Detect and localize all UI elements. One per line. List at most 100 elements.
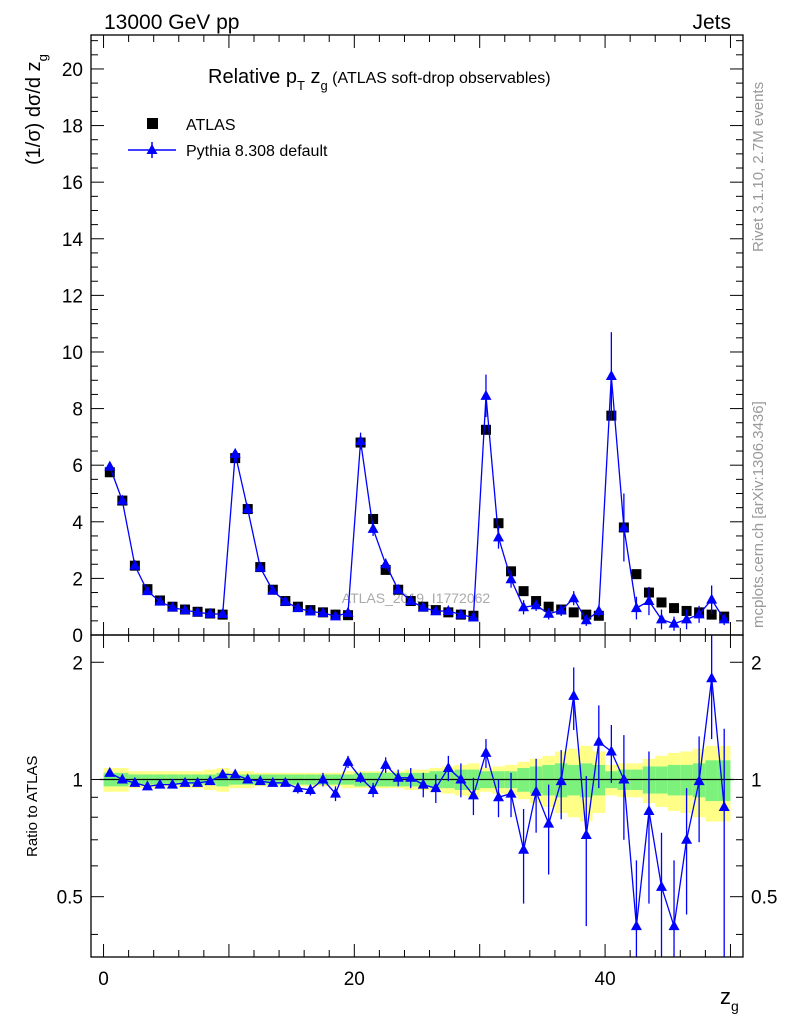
title-main: Relative p [208, 66, 297, 88]
ratio-point [656, 880, 667, 891]
atlas-point [104, 467, 115, 478]
y-tick-label: 12 [62, 286, 83, 307]
legend-label-atlas: ATLAS [186, 117, 236, 134]
analysis-label: ATLAS_2019_I1772062 [342, 590, 491, 606]
y-axis-label-sub: g [35, 54, 50, 61]
ratio-point [179, 776, 191, 787]
pythia-point [367, 522, 379, 533]
pythia-point [630, 602, 642, 613]
legend: ATLAS Pythia 8.308 default [128, 117, 328, 160]
ratio-point [317, 773, 329, 784]
atlas-point [543, 601, 554, 612]
plot-title: Relative pT zg (ATLAS soft-drop observab… [208, 66, 551, 93]
x-tick-label: 0 [98, 969, 109, 990]
title-sub1: T [297, 78, 305, 93]
pythia-point [656, 613, 667, 624]
ratio-point [505, 787, 517, 798]
pythia-point [618, 521, 630, 532]
pythia-series-line [109, 375, 725, 625]
ratio-point [430, 782, 442, 793]
pythia-point [643, 595, 655, 606]
ratio-point [242, 773, 254, 784]
y-tick-label: 18 [62, 117, 83, 138]
pythia-point [668, 617, 680, 628]
ratio-point [367, 783, 379, 794]
pythia-point [518, 601, 530, 612]
ratio-band-inner [667, 764, 681, 796]
ratio-point [392, 771, 404, 782]
ratio-point [342, 755, 354, 766]
pythia-point [706, 593, 718, 604]
pythia-point [242, 503, 254, 514]
ratio-y-tick-label-right: 1 [751, 770, 762, 791]
pythia-point [204, 607, 216, 618]
ratio-point [104, 766, 116, 777]
pythia-point [505, 573, 517, 584]
ratio-point [417, 778, 429, 789]
ratio-point [467, 789, 479, 800]
ratio-point [167, 778, 178, 789]
pythia-point [580, 614, 592, 625]
pythia-point [442, 604, 454, 615]
ratio-band-inner [542, 764, 555, 796]
title-sub2: g [320, 78, 327, 93]
ratio-point [643, 804, 655, 815]
ratio-point [630, 920, 642, 931]
pythia-point [355, 435, 367, 446]
ratio-point [141, 780, 153, 791]
ratio-point [668, 920, 680, 931]
ratio-point [605, 745, 617, 756]
header-left-label: 13000 GeV pp [104, 11, 239, 34]
ratio-point [455, 773, 467, 784]
y-tick-label: 16 [62, 173, 83, 194]
ratio-point [693, 775, 705, 786]
y-tick-label: 2 [72, 569, 83, 590]
ratio-point [116, 773, 128, 784]
ratio-point [543, 817, 555, 828]
ratio-point [593, 735, 605, 746]
pythia-point [593, 604, 605, 615]
ratio-y-axis-label: Ratio to ATLAS [24, 756, 41, 857]
ratio-point [304, 783, 316, 794]
pythia-point [104, 460, 116, 471]
pythia-point [129, 559, 141, 570]
pythia-point [480, 389, 492, 400]
pythia-point [267, 584, 279, 595]
y-tick-label: 20 [62, 60, 83, 81]
pythia-point [693, 608, 705, 619]
ratio-point [292, 782, 304, 793]
pythia-point [330, 610, 341, 621]
ratio-y-tick-label-left: 0.5 [57, 888, 83, 909]
atlas-point [568, 607, 579, 618]
pythia-point [681, 613, 693, 624]
ratio-point [718, 800, 730, 811]
ratio-y-tick-label-left: 2 [72, 653, 83, 674]
y-axis-label-main: (1/σ) dσ/d z [23, 61, 45, 165]
ratio-y-tick-label-left: 1 [72, 770, 83, 791]
ratio-point [493, 791, 504, 802]
ratio-point [355, 771, 367, 782]
y-tick-label: 4 [72, 513, 83, 534]
ratio-point [229, 768, 241, 779]
pythia-point [568, 592, 580, 603]
pythia-point [254, 561, 266, 572]
pythia-point [455, 608, 467, 619]
ratio-point [330, 787, 341, 798]
header-right-label: Jets [692, 11, 731, 34]
ratio-y-tick-label-right: 2 [751, 653, 762, 674]
pythia-point [154, 595, 166, 606]
atlas-point [493, 518, 504, 529]
pythia-point [718, 613, 730, 624]
ratio-point [480, 746, 492, 757]
ratio-band-inner [705, 760, 718, 802]
y-tick-label: 10 [62, 343, 83, 364]
y-tick-label: 8 [72, 400, 83, 421]
legend-marker-atlas [147, 118, 158, 129]
pythia-point [467, 611, 479, 622]
side-label-bottom: mcplots.cern.ch [arXiv:1306.3436] [750, 401, 767, 628]
pythia-point [279, 595, 291, 606]
pythia-point [543, 607, 555, 618]
ratio-point [518, 843, 530, 854]
ratio-point [618, 773, 630, 784]
